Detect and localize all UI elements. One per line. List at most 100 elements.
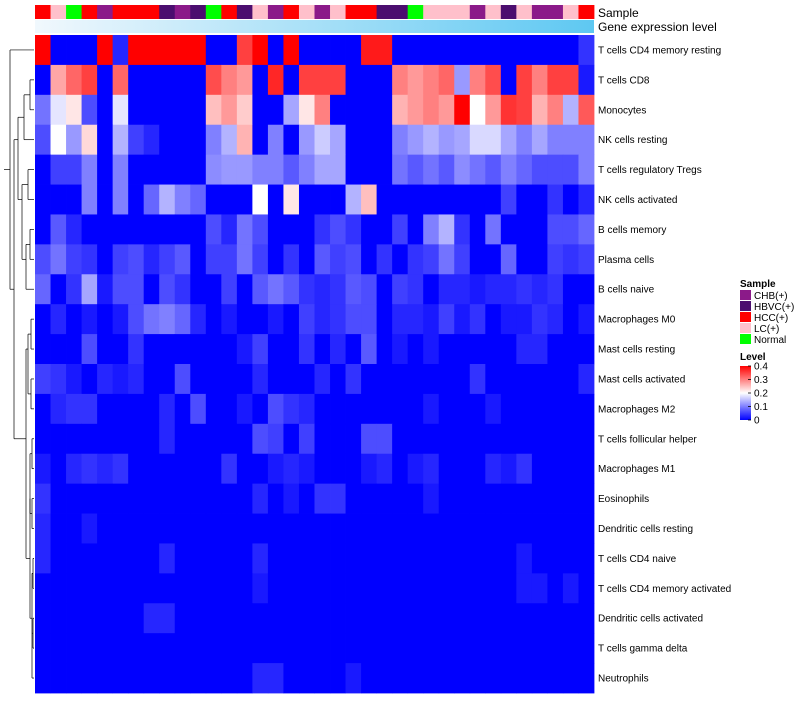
heatmap-cell: [469, 124, 486, 156]
heatmap-cell: [361, 633, 378, 664]
heatmap-cell: [361, 603, 378, 634]
heatmap-cell: [236, 513, 253, 544]
heatmap-cell: [298, 274, 315, 305]
heatmap-cell: [578, 35, 595, 66]
row-label: Monocytes: [598, 105, 646, 116]
heatmap-cell: [469, 304, 486, 335]
heatmap-cell: [143, 94, 160, 126]
heatmap-cell: [578, 64, 595, 96]
heatmap-cell: [35, 453, 51, 485]
heatmap-cell: [361, 94, 378, 126]
heatmap-cell: [143, 663, 160, 694]
heatmap-cell: [174, 35, 191, 66]
heatmap-cell: [174, 304, 191, 335]
heatmap-cell: [423, 64, 440, 96]
heatmap-cell: [221, 334, 238, 365]
heatmap-cell: [128, 124, 145, 156]
heatmap-cell: [578, 244, 595, 275]
heatmap-cell: [500, 274, 517, 305]
heatmap-cell: [330, 154, 346, 185]
heatmap-cell: [345, 184, 362, 215]
heatmap-cell: [298, 633, 315, 664]
heatmap-cell: [330, 423, 346, 455]
heatmap-cell: [205, 513, 222, 544]
heatmap-cell: [547, 214, 564, 245]
heatmap-cell: [128, 633, 145, 664]
heatmap-cell: [438, 124, 455, 156]
row-label: Mast cells activated: [598, 374, 685, 385]
heatmap-cell: [128, 64, 145, 96]
heatmap-cell: [314, 483, 331, 514]
heatmap-cell: [361, 513, 378, 544]
heatmap-cell: [500, 633, 517, 664]
heatmap-cell: [159, 483, 176, 514]
heatmap-cell: [267, 483, 284, 514]
heatmap-cell: [438, 184, 455, 215]
heatmap-cell: [221, 633, 238, 664]
heatmap-cell: [547, 64, 564, 96]
heatmap-cell: [221, 184, 238, 215]
heatmap-cell: [469, 94, 486, 126]
heatmap-cell: [298, 483, 315, 514]
heatmap-cell: [423, 364, 440, 395]
heatmap-cell: [516, 154, 533, 185]
row-label: T cells CD4 memory activated: [598, 584, 731, 595]
heatmap-cell: [81, 633, 98, 664]
heatmap-cell: [66, 184, 82, 215]
heatmap-cell: [361, 423, 378, 455]
sample-track-label: Sample: [598, 6, 639, 20]
heatmap-cell: [578, 274, 595, 305]
heatmap-cell: [392, 603, 409, 634]
heatmap-cell: [143, 124, 160, 156]
sample-annotation-cell: [516, 5, 533, 19]
heatmap-cell: [267, 214, 284, 245]
heatmap-cell: [392, 214, 409, 245]
heatmap-cell: [376, 663, 393, 694]
heatmap-cell: [345, 244, 362, 275]
heatmap-cell: [469, 423, 486, 455]
heatmap-cell: [128, 304, 145, 335]
heatmap-cell: [345, 603, 362, 634]
heatmap-cell: [376, 244, 393, 275]
heatmap-cell: [267, 543, 284, 574]
sample-annotation-cell: [407, 5, 424, 19]
sample-annotation-cell: [221, 5, 238, 19]
heatmap-cell: [562, 124, 579, 156]
heatmap-cell: [66, 633, 82, 664]
heatmap-cell: [252, 663, 269, 694]
heatmap-cell: [423, 663, 440, 694]
heatmap-cell: [97, 543, 114, 574]
heatmap-cell: [283, 483, 300, 514]
heatmap-cell: [252, 35, 269, 66]
heatmap-cell: [376, 513, 393, 544]
heatmap-cell: [314, 64, 331, 96]
heatmap-cell: [81, 184, 98, 215]
heatmap-cell: [423, 543, 440, 574]
heatmap-cell: [97, 603, 114, 634]
heatmap-cell: [66, 94, 82, 126]
heatmap-cell: [407, 334, 424, 365]
sample-annotation-cell: [438, 5, 455, 19]
heatmap-cell: [578, 154, 595, 185]
sample-annotation-cell: [112, 5, 129, 19]
heatmap-cell: [112, 393, 129, 425]
heatmap-cell: [50, 244, 67, 275]
heatmap-cell: [562, 663, 579, 694]
heatmap-cell: [252, 393, 269, 425]
heatmap-cell: [128, 603, 145, 634]
heatmap-cell: [516, 274, 533, 305]
heatmap-cell: [392, 393, 409, 425]
heatmap-cell: [547, 274, 564, 305]
heatmap-cell: [159, 184, 176, 215]
heatmap-cell: [454, 603, 471, 634]
heatmap-cell: [205, 35, 222, 66]
heatmap-cell: [345, 35, 362, 66]
heatmap-cell: [81, 94, 98, 126]
heatmap-cell: [50, 573, 67, 604]
heatmap-cell: [438, 543, 455, 574]
heatmap-cell: [221, 603, 238, 634]
heatmap-cell: [547, 244, 564, 275]
heatmap-cell: [314, 453, 331, 485]
heatmap-cell: [190, 64, 207, 96]
heatmap-cell: [35, 663, 51, 694]
